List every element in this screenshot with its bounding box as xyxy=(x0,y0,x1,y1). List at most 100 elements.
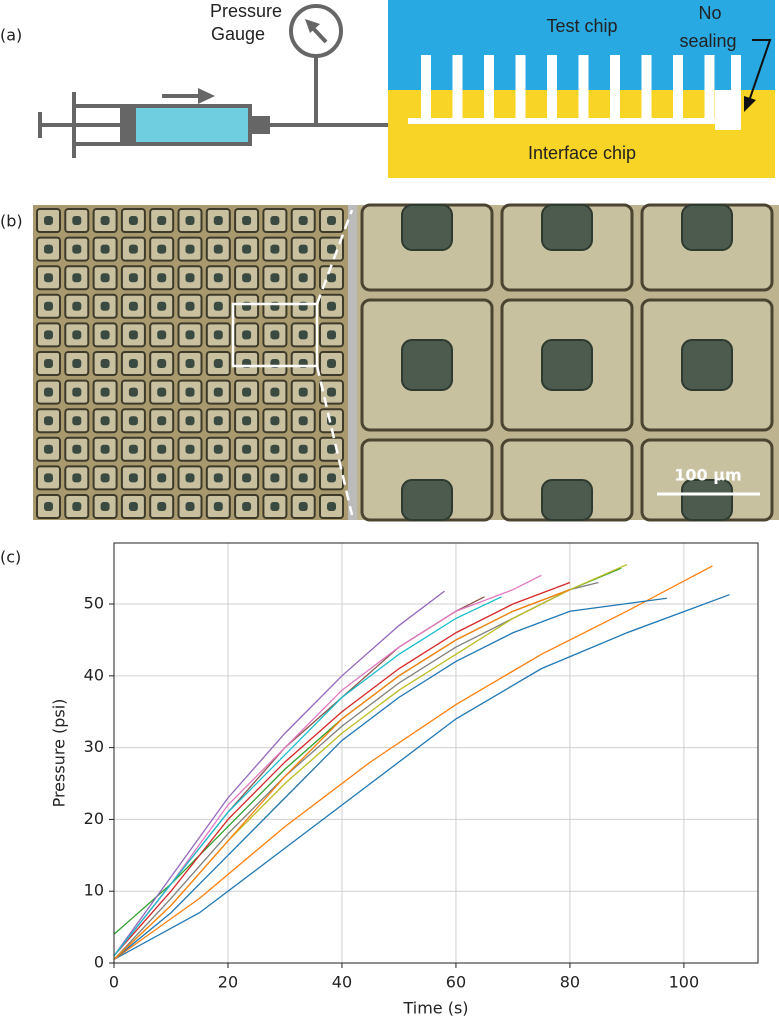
channel xyxy=(408,118,715,124)
well xyxy=(128,244,138,254)
well xyxy=(100,244,110,254)
well xyxy=(213,359,223,368)
well xyxy=(157,416,167,426)
tooth xyxy=(715,90,731,130)
well xyxy=(44,301,53,311)
well xyxy=(100,301,110,311)
well xyxy=(185,244,195,254)
well xyxy=(242,330,252,340)
y-tick-label: 20 xyxy=(84,809,104,828)
well xyxy=(541,339,593,391)
well xyxy=(128,359,138,368)
gauge-label: Gauge xyxy=(211,24,265,44)
tooth xyxy=(515,55,526,120)
well xyxy=(128,301,138,311)
well xyxy=(72,216,82,225)
zoom-line xyxy=(315,209,354,305)
well xyxy=(242,444,252,454)
well xyxy=(681,204,733,251)
well xyxy=(44,473,53,483)
well xyxy=(270,330,280,340)
well xyxy=(128,444,138,454)
well xyxy=(72,301,82,311)
well xyxy=(44,359,53,368)
y-axis-label: Pressure (psi) xyxy=(50,699,69,808)
well xyxy=(157,216,167,225)
well xyxy=(128,502,138,511)
well xyxy=(298,416,308,426)
chart: 0 20 40 60 80 100 0 10 20 30 40 50 Time (s) Pressure … xyxy=(50,542,759,1018)
well xyxy=(72,273,82,283)
well xyxy=(270,387,280,397)
syringe xyxy=(38,4,388,158)
well xyxy=(185,444,195,454)
well xyxy=(128,273,138,283)
well xyxy=(327,502,336,511)
micro-grid xyxy=(36,203,774,522)
arrow-head xyxy=(744,96,756,112)
well xyxy=(681,479,733,521)
well xyxy=(213,502,223,511)
series-line xyxy=(113,590,445,957)
y-tick-label: 40 xyxy=(84,665,104,684)
well xyxy=(213,273,223,283)
well xyxy=(213,244,223,254)
well xyxy=(242,473,252,483)
comb xyxy=(408,55,741,130)
well xyxy=(298,473,308,483)
series-line xyxy=(113,567,622,935)
divider xyxy=(348,205,357,520)
arrow xyxy=(198,88,215,104)
well xyxy=(72,387,82,397)
well xyxy=(100,216,110,225)
well xyxy=(270,416,280,426)
well xyxy=(401,339,453,391)
well xyxy=(298,244,308,254)
well xyxy=(44,216,53,225)
well xyxy=(541,479,593,521)
gauge-label: Pressure xyxy=(210,1,282,21)
well xyxy=(298,330,308,340)
well xyxy=(298,273,308,283)
well xyxy=(327,216,336,225)
well xyxy=(298,387,308,397)
well xyxy=(100,502,110,511)
annotation: sealing xyxy=(679,31,736,51)
tooth xyxy=(578,55,589,120)
x-tick-label: 60 xyxy=(446,973,466,992)
well xyxy=(157,444,167,454)
well xyxy=(270,473,280,483)
well xyxy=(100,359,110,368)
well xyxy=(185,416,195,426)
plot-frame xyxy=(113,542,759,964)
well xyxy=(242,387,252,397)
series-line xyxy=(113,597,667,960)
well xyxy=(157,273,167,283)
well xyxy=(185,216,195,225)
well xyxy=(213,473,223,483)
panel-label: (b) xyxy=(0,212,23,231)
well xyxy=(213,416,223,426)
well xyxy=(327,473,336,483)
well xyxy=(44,502,53,511)
well xyxy=(270,244,280,254)
series-line xyxy=(113,574,542,957)
well xyxy=(72,444,82,454)
well xyxy=(128,473,138,483)
well xyxy=(100,387,110,397)
well xyxy=(270,444,280,454)
well xyxy=(44,273,53,283)
well xyxy=(72,502,82,511)
y-tick-label: 0 xyxy=(94,953,104,972)
well xyxy=(185,473,195,483)
well xyxy=(44,244,53,254)
well xyxy=(72,473,82,483)
well xyxy=(270,273,280,283)
tooth xyxy=(421,55,431,120)
well xyxy=(185,273,195,283)
well xyxy=(242,244,252,254)
well xyxy=(401,479,453,521)
well xyxy=(72,330,82,340)
well xyxy=(100,273,110,283)
